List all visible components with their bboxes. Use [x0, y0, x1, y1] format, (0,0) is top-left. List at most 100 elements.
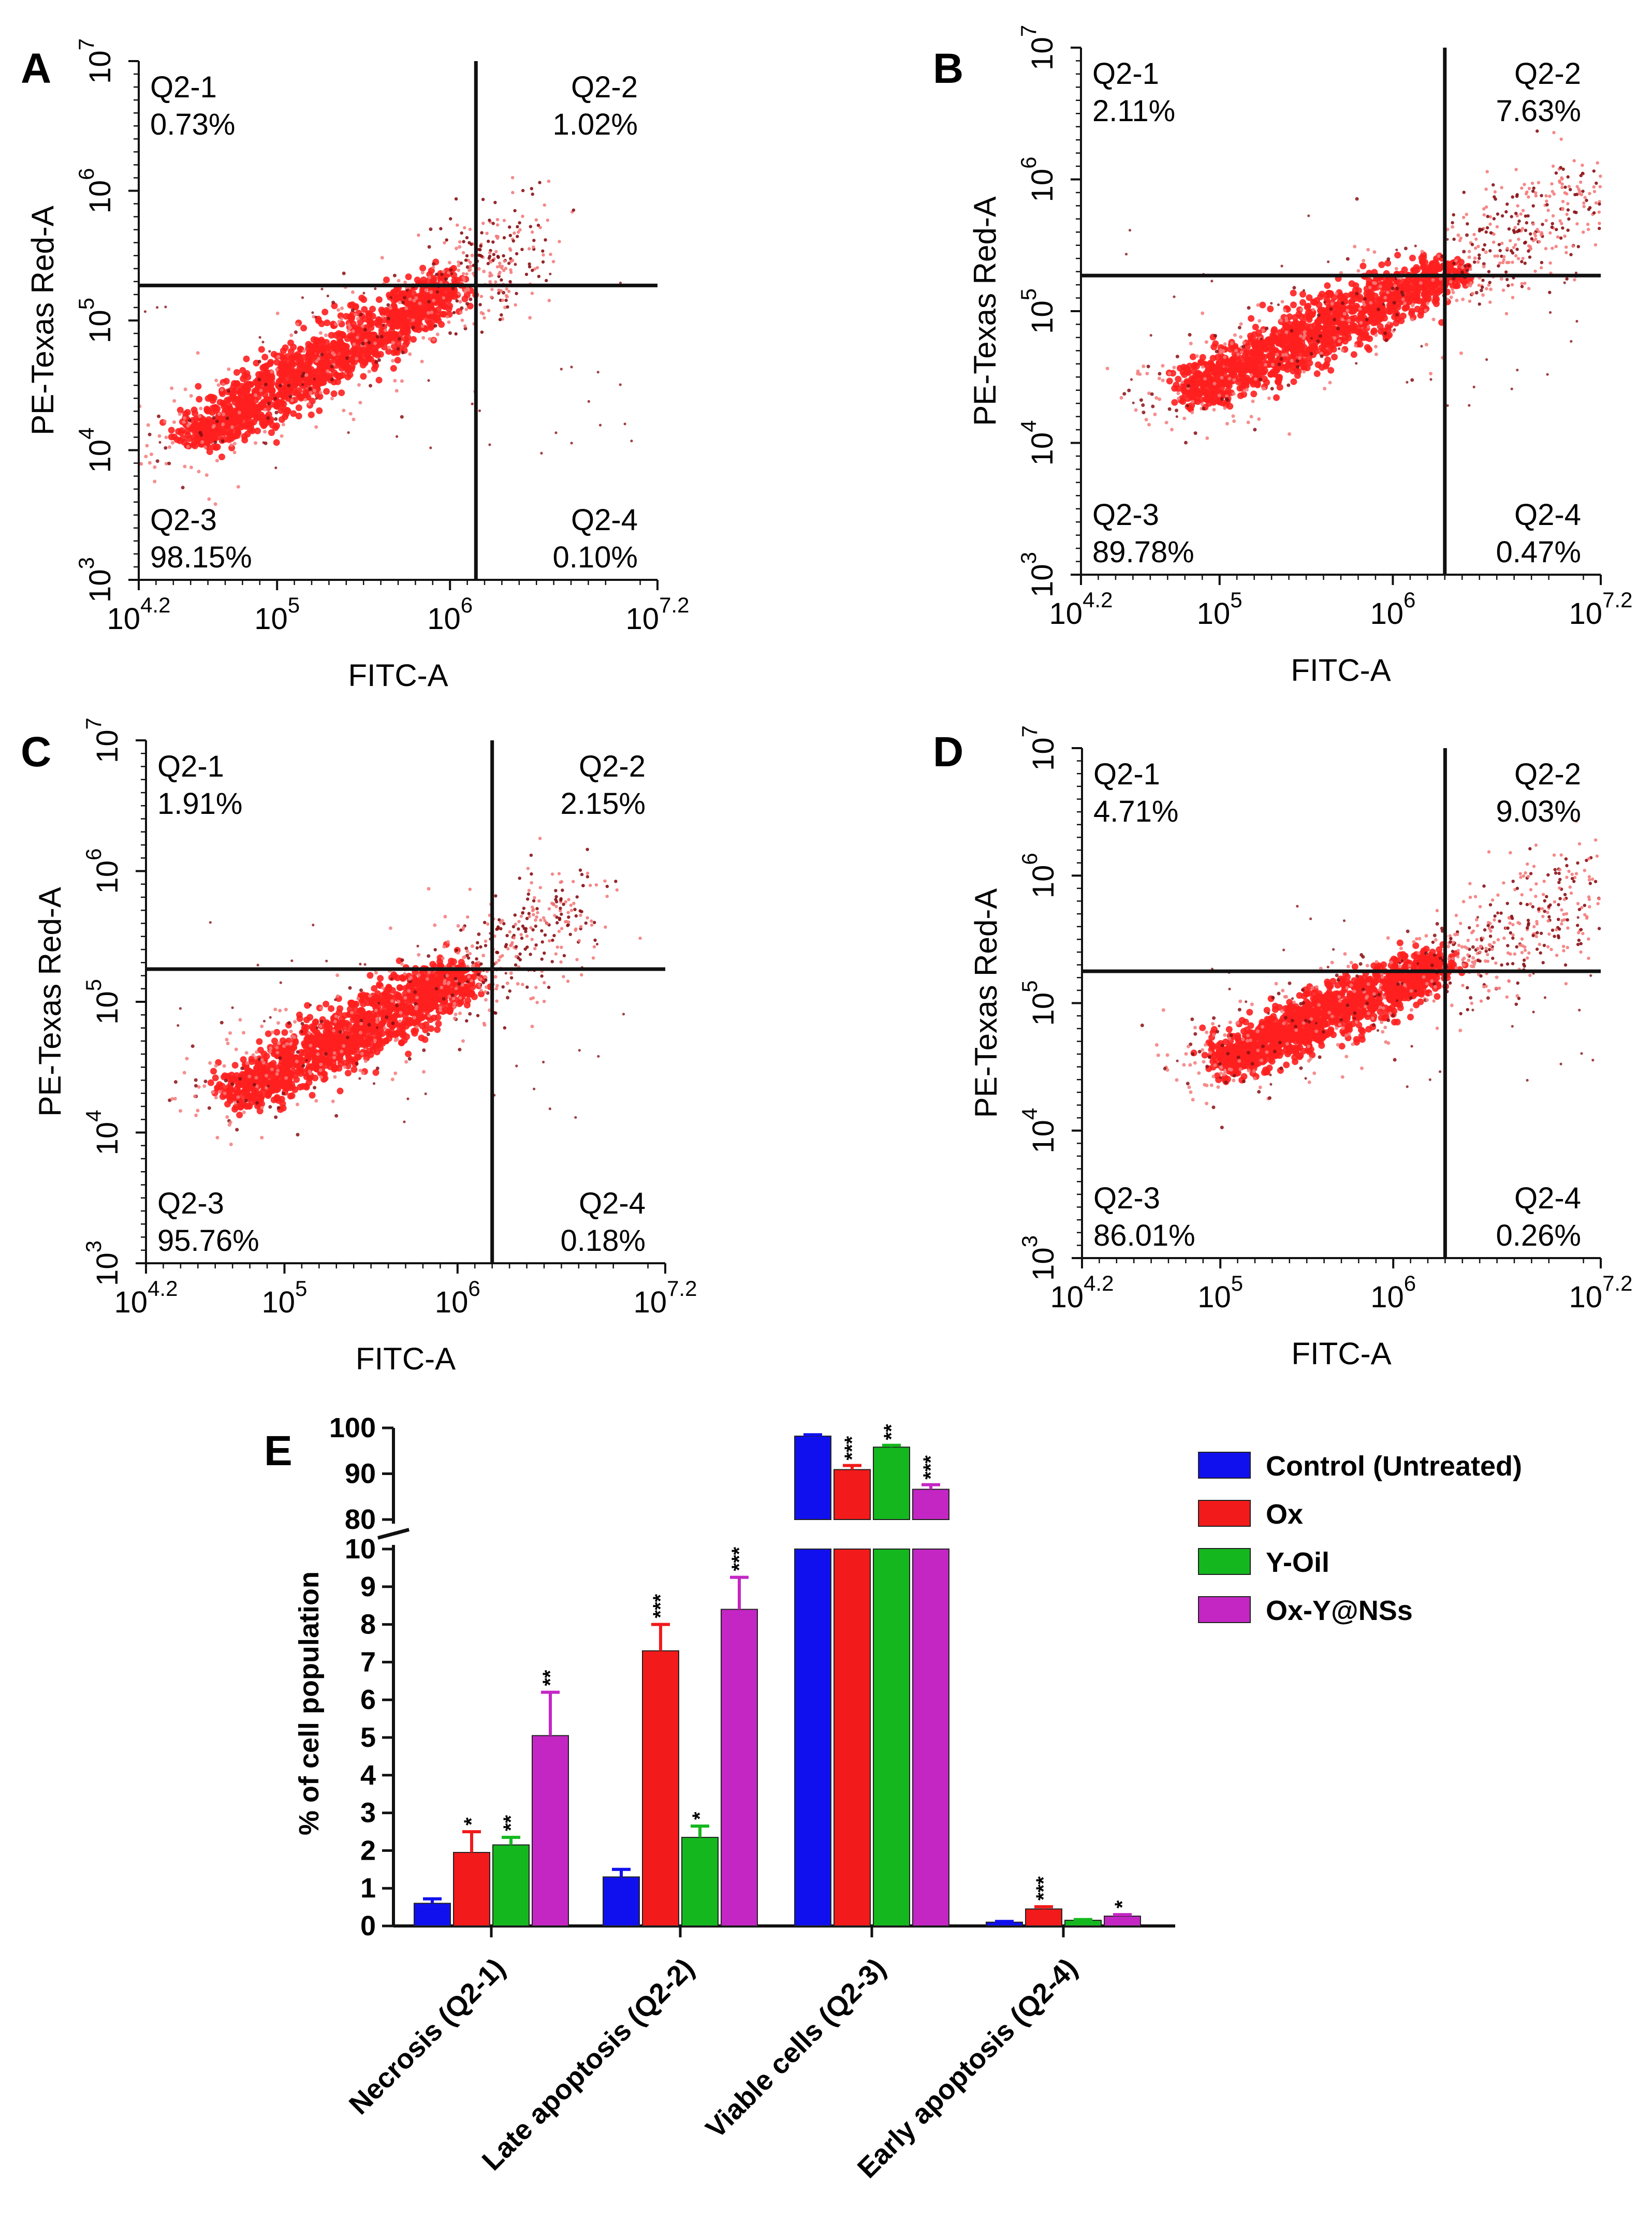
cell-event-point: [488, 271, 491, 274]
cell-event-point: [1338, 347, 1340, 350]
cell-event-point: [1205, 340, 1208, 344]
cell-event-point: [191, 428, 198, 434]
cell-event-point: [619, 383, 622, 386]
cell-event-point: [1451, 221, 1454, 224]
cell-event-point: [1252, 324, 1259, 330]
cell-event-point: [1472, 233, 1475, 236]
cell-event-point: [303, 398, 307, 402]
cell-event-point: [1529, 247, 1532, 250]
cell-event-point: [462, 240, 465, 243]
cell-event-point: [230, 425, 234, 429]
cell-event-point: [258, 360, 261, 363]
cell-event-point: [268, 350, 271, 353]
cell-event-point: [368, 341, 371, 344]
cell-event-point: [509, 234, 512, 237]
cell-event-point: [1293, 319, 1299, 326]
cell-event-point: [1362, 300, 1365, 304]
cell-event-point: [1284, 330, 1288, 334]
cell-event-point: [1171, 399, 1178, 406]
cell-event-point: [168, 445, 171, 449]
cell-event-point: [1545, 203, 1548, 206]
cell-event-point: [256, 1038, 262, 1045]
cell-event-point: [1379, 285, 1382, 288]
cell-event-point: [497, 291, 500, 295]
cell-event-point: [164, 305, 167, 308]
cell-event-point: [191, 406, 198, 413]
y-tick-label: 106: [74, 168, 117, 214]
cell-event-point: [1523, 241, 1526, 244]
y-tick-label: 106: [1016, 157, 1059, 202]
cell-event-point: [440, 273, 443, 276]
cell-event-point: [1481, 286, 1484, 289]
cell-event-point: [499, 318, 502, 321]
cell-event-point: [1395, 313, 1399, 316]
cell-event-point: [241, 415, 247, 422]
cell-event-point: [1563, 235, 1566, 238]
cell-event-point: [477, 248, 480, 251]
cell-event-point: [542, 253, 545, 256]
cell-event-point: [1358, 307, 1362, 311]
cell-event-point: [283, 1085, 290, 1092]
cell-event-point: [1571, 244, 1574, 247]
cell-event-point: [294, 330, 298, 334]
cell-event-point: [434, 324, 437, 328]
cell-event-point: [153, 480, 156, 484]
cell-event-point: [405, 1050, 412, 1057]
cell-event-point: [1366, 248, 1370, 252]
cell-event-point: [511, 191, 514, 194]
cell-event-point: [240, 375, 246, 382]
cell-event-point: [1255, 329, 1262, 336]
cell-event-point: [429, 227, 432, 231]
cell-event-point: [290, 399, 294, 402]
y-tick-label: 103: [74, 557, 117, 603]
cell-event-point: [458, 245, 461, 249]
cell-event-point: [1184, 441, 1188, 445]
cell-event-point: [538, 181, 541, 184]
cell-event-point: [257, 1095, 264, 1102]
cell-event-point: [1410, 318, 1414, 322]
cell-event-point: [254, 393, 257, 397]
cell-event-point: [348, 315, 355, 322]
cell-event-point: [171, 441, 174, 445]
cell-event-point: [442, 296, 445, 299]
cell-event-point: [285, 1079, 292, 1086]
cell-event-point: [1335, 291, 1338, 295]
cell-event-point: [448, 261, 451, 265]
cell-event-point: [1139, 398, 1143, 402]
cell-event-point: [1515, 247, 1518, 251]
cell-event-point: [467, 990, 474, 997]
cell-event-point: [1527, 250, 1530, 253]
cell-event-point: [224, 397, 230, 404]
cell-event-point: [1555, 171, 1558, 174]
cell-event-point: [313, 378, 316, 381]
cell-event-point: [264, 383, 268, 386]
cell-event-point: [233, 380, 240, 387]
cell-event-point: [1452, 261, 1455, 265]
cell-event-point: [330, 365, 334, 369]
cell-event-point: [1184, 369, 1191, 375]
cell-event-point: [1145, 372, 1149, 375]
cell-event-point: [309, 391, 313, 395]
cell-event-point: [1384, 339, 1388, 342]
scatter-points: [138, 176, 633, 506]
cell-event-point: [537, 275, 540, 278]
cell-event-point: [532, 239, 535, 242]
cell-event-point: [630, 440, 633, 442]
cell-event-point: [1563, 282, 1566, 284]
cell-event-point: [1502, 255, 1505, 258]
cell-event-point: [1333, 336, 1336, 340]
cell-event-point: [188, 419, 192, 422]
cell-event-point: [1401, 298, 1405, 301]
cell-event-point: [1565, 251, 1568, 254]
cell-event-point: [481, 198, 485, 201]
cell-event-point: [1494, 197, 1497, 200]
cell-event-point: [1513, 226, 1516, 229]
quadrant-value-q1: 0.73%: [150, 108, 235, 141]
cell-event-point: [1323, 387, 1326, 390]
cell-event-point: [1201, 402, 1204, 406]
cell-event-point: [1237, 392, 1244, 399]
cell-event-point: [421, 271, 425, 274]
cell-event-point: [1374, 333, 1378, 337]
cell-event-point: [1338, 340, 1341, 343]
cell-event-point: [464, 258, 467, 261]
